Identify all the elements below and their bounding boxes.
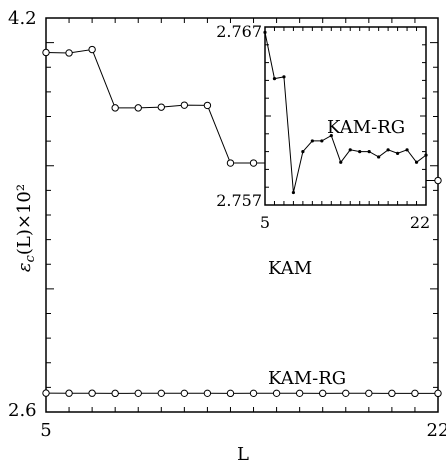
x-tick-label-left: 5 <box>40 420 51 441</box>
data-point-kam-rg <box>319 389 327 398</box>
data-point-kam-rg <box>365 389 373 398</box>
inset-data-point-kam-rg <box>405 148 409 152</box>
data-point-kam <box>434 176 442 185</box>
data-point-kam <box>226 159 235 167</box>
data-point-kam-rg <box>111 389 119 398</box>
data-point-kam-rg <box>434 389 442 398</box>
data-point-kam <box>157 103 165 111</box>
inset-series-line-kam-rg <box>264 32 427 193</box>
series-label-kam-rg: KAM-RG <box>268 368 346 389</box>
inset-data-point-kam-rg <box>263 30 267 34</box>
data-point-kam-rg <box>42 389 50 397</box>
inset-x-tick-label-right: 22 <box>410 213 430 232</box>
inset-y-tick-label-bottom: 2.757 <box>216 191 262 210</box>
data-point-kam <box>65 49 73 57</box>
data-point-kam-rg <box>388 389 396 398</box>
inset-data-point-kam-rg <box>329 133 333 138</box>
data-point-kam-rg <box>411 389 419 398</box>
inset-data-point-kam-rg <box>386 148 390 152</box>
data-point-kam-rg <box>272 389 281 398</box>
data-point-kam <box>134 104 142 112</box>
inset-data-point-kam-rg <box>358 150 362 154</box>
data-point-kam <box>88 45 96 54</box>
inset-data-point-kam-rg <box>377 155 381 159</box>
data-point-kam <box>111 104 119 112</box>
data-point-kam <box>42 48 50 57</box>
inset-data-point-kam-rg <box>414 160 419 164</box>
data-point-kam-rg <box>249 389 258 398</box>
inset-data-point-kam-rg <box>367 150 371 154</box>
inset-data-point-kam-rg <box>291 190 296 195</box>
main-ticks <box>45 17 439 413</box>
inset-ticks <box>264 26 427 206</box>
inset-y-tick-label-top: 2.767 <box>216 22 262 41</box>
series-label-kam: KAM <box>268 258 312 279</box>
y-tick-label-bottom: 2.6 <box>8 400 37 421</box>
y-tick-label-top: 4.2 <box>8 8 37 29</box>
x-axis-title: L <box>237 444 249 465</box>
inset-data-point-kam-rg <box>310 139 314 143</box>
data-point-kam <box>180 101 189 109</box>
inset-data-point-kam-rg <box>301 150 305 154</box>
inset-data-point-kam-rg <box>424 153 428 157</box>
inset-series-label-kam-rg: KAM-RG <box>327 117 405 138</box>
inset-data-point-kam-rg <box>320 139 324 143</box>
data-point-kam-rg <box>203 389 212 398</box>
inset-x-tick-label-left: 5 <box>260 213 270 232</box>
data-point-kam-rg <box>88 389 96 397</box>
inset-plot-frame <box>264 26 427 206</box>
data-point-kam-rg <box>295 389 304 398</box>
data-point-kam-rg <box>65 389 73 397</box>
x-tick-label-right: 22 <box>427 420 446 441</box>
data-point-kam <box>203 101 212 110</box>
inset-data-point-kam-rg <box>282 75 286 79</box>
data-point-kam <box>249 159 258 167</box>
data-point-kam-rg <box>180 389 189 398</box>
data-point-kam-rg <box>342 389 350 398</box>
inset-data-point-kam-rg <box>339 160 343 164</box>
inset-data-point-kam-rg <box>348 148 352 152</box>
inset-data-point-kam-rg <box>395 151 400 155</box>
y-axis-title: εc(L)×10² <box>14 184 38 272</box>
data-point-kam-rg <box>134 389 142 398</box>
inset-data-point-kam-rg <box>272 77 277 81</box>
data-point-kam-rg <box>226 389 235 398</box>
inset-series-group <box>263 30 428 195</box>
data-point-kam-rg <box>157 389 165 398</box>
